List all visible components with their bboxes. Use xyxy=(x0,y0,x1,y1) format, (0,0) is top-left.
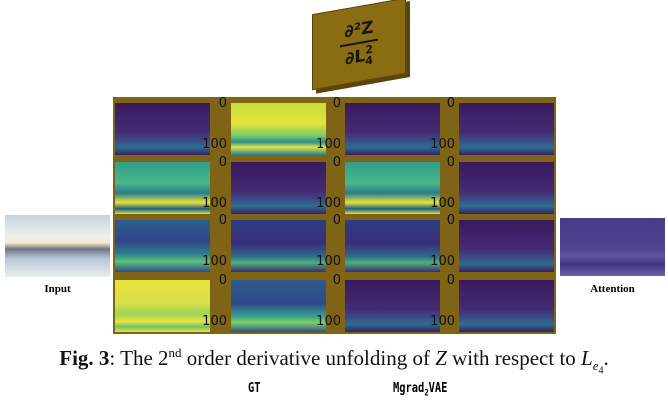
gt-label: GT xyxy=(248,381,261,396)
caption-text: : The 2 xyxy=(109,346,168,370)
feature-map xyxy=(115,103,210,155)
operator-sub: 4 xyxy=(365,55,373,67)
attention-label: Attention xyxy=(560,283,665,295)
tick-label: 0 xyxy=(425,273,455,288)
feature-map xyxy=(115,280,210,332)
tick-label: 0 xyxy=(311,213,341,228)
page: ∂²Z ∂L24 0 100 0 100 0 100 0 100 0 100 0 100 0 100 0 10… xyxy=(0,0,668,403)
tick-label: 100 xyxy=(425,314,455,329)
tick-label: 100 xyxy=(311,137,341,152)
tick-label: 100 xyxy=(311,254,341,269)
tick-label: 100 xyxy=(197,314,227,329)
caption-text: order derivative unfolding of xyxy=(182,346,436,370)
feature-map xyxy=(115,162,210,214)
tick-label: 0 xyxy=(197,213,227,228)
model-label: Mgrad2VAE xyxy=(393,381,447,399)
caption-var: L xyxy=(581,346,593,370)
caption-text: with respect to xyxy=(447,346,581,370)
input-label: Input xyxy=(5,283,110,295)
feature-map xyxy=(115,220,210,272)
tick-label: 0 xyxy=(311,155,341,170)
caption-label: Fig. 3 xyxy=(59,346,109,370)
tick-label: 0 xyxy=(425,155,455,170)
tick-label: 100 xyxy=(197,196,227,211)
feature-map xyxy=(459,103,554,155)
tick-label: 0 xyxy=(311,96,341,111)
attention-image xyxy=(560,218,665,276)
caption-var: Z xyxy=(435,346,447,370)
tick-label: 100 xyxy=(425,254,455,269)
feature-map xyxy=(459,162,554,214)
caption: Fig. 3: The 2nd order derivative unfoldi… xyxy=(0,345,668,377)
model-label-base: Mgrad xyxy=(393,381,424,396)
tick-label: 0 xyxy=(311,273,341,288)
tick-label: 100 xyxy=(311,314,341,329)
model-label-end: VAE xyxy=(429,381,448,396)
tick-label: 100 xyxy=(197,137,227,152)
tick-label: 100 xyxy=(311,196,341,211)
tick-label: 100 xyxy=(197,254,227,269)
feature-map xyxy=(459,220,554,272)
caption-text: . xyxy=(604,346,609,370)
operator-denominator-base: ∂L xyxy=(345,46,365,70)
tick-label: 0 xyxy=(197,273,227,288)
tick-label: 0 xyxy=(197,155,227,170)
input-image xyxy=(5,215,110,277)
tick-label: 0 xyxy=(425,96,455,111)
tick-label: 0 xyxy=(197,96,227,111)
tick-label: 100 xyxy=(425,137,455,152)
feature-map xyxy=(459,280,554,332)
tick-label: 0 xyxy=(425,213,455,228)
caption-sup: nd xyxy=(169,345,182,360)
tick-label: 100 xyxy=(425,196,455,211)
